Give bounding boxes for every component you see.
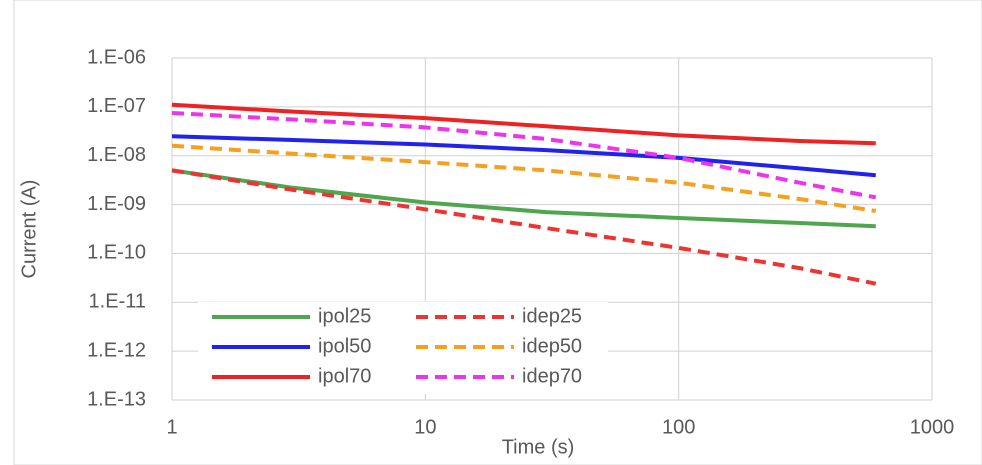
- x-axis-label: Time (s): [502, 436, 575, 458]
- x-tick-label: 100: [662, 416, 695, 438]
- legend-label: idep70: [522, 365, 582, 387]
- y-tick-label: 1.E-08: [87, 144, 146, 166]
- y-tick-label: 1.E-09: [87, 193, 146, 215]
- x-tick-label: 10: [414, 416, 436, 438]
- legend-label: ipol25: [318, 305, 371, 327]
- chart-frame: [14, 0, 982, 465]
- x-tick-label: 1000: [910, 416, 955, 438]
- x-tick-label: 1: [166, 416, 177, 438]
- legend-label: idep25: [522, 305, 582, 327]
- legend-label: idep50: [522, 335, 582, 357]
- y-axis-label: Current (A): [18, 180, 40, 279]
- y-tick-label: 1.E-11: [89, 291, 146, 313]
- y-tick-label: 1.E-13: [87, 388, 146, 410]
- y-tick-label: 1.E-12: [87, 339, 146, 361]
- chart: Current (A) Time (s) 1.E-13 1.E-12 1.E-11 1…: [0, 0, 982, 465]
- legend-label: ipol70: [318, 365, 371, 387]
- legend-label: ipol50: [318, 335, 371, 357]
- y-tick-label: 1.E-07: [87, 95, 146, 117]
- y-tick-label: 1.E-10: [87, 242, 146, 264]
- y-tick-label: 1.E-06: [87, 46, 146, 68]
